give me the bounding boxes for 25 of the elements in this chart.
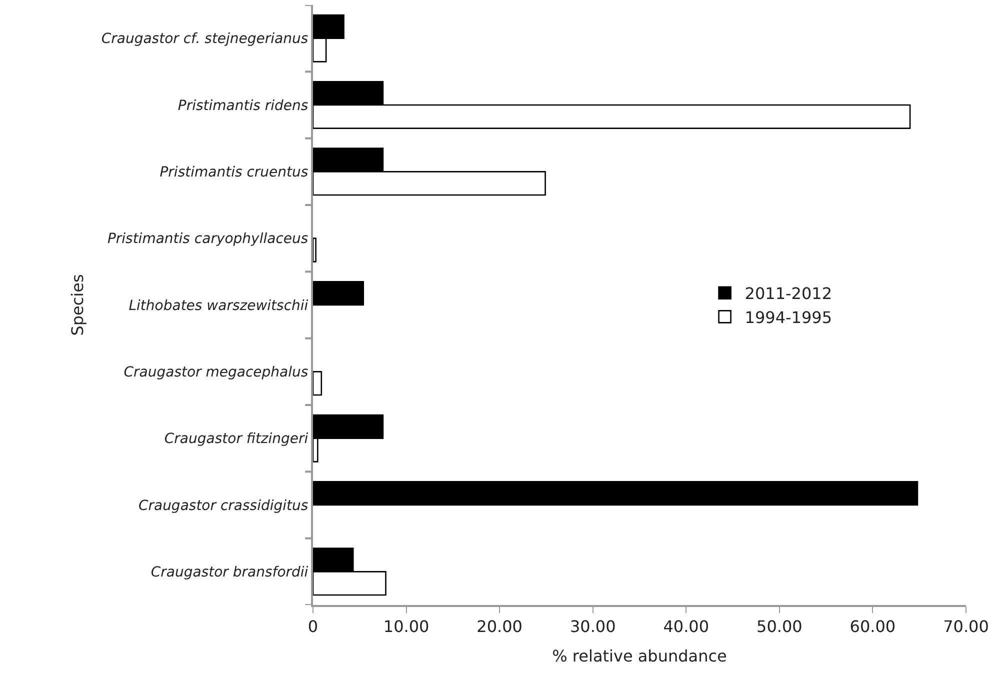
y-axis-title: Species bbox=[68, 274, 87, 336]
y-tick-label: Pristimantis cruentus bbox=[160, 164, 308, 181]
x-tick-label: 0 bbox=[308, 617, 318, 636]
y-tick-label: Craugastor cf. stejnegerianus bbox=[101, 31, 308, 48]
y-tick-label: Craugastor megacephalus bbox=[124, 364, 308, 381]
x-tick-label: 50.00 bbox=[756, 617, 802, 636]
y-tick-label: Pristimantis ridens bbox=[178, 98, 308, 114]
y-tick-label: Lithobates warszewitschii bbox=[128, 298, 308, 314]
bar bbox=[313, 481, 918, 506]
x-tick-label: 30.00 bbox=[570, 617, 616, 636]
bar bbox=[313, 238, 316, 262]
legend-label: 1994-1995 bbox=[744, 308, 832, 327]
x-tick-label: 20.00 bbox=[476, 617, 522, 636]
bar bbox=[313, 371, 322, 396]
x-axis-title: % relative abundance bbox=[552, 646, 727, 666]
bar bbox=[313, 281, 364, 306]
y-tick-label: Craugastor bransfordii bbox=[150, 564, 308, 581]
y-tick-label: Pristimantis caryophyllaceus bbox=[107, 231, 308, 248]
x-tick-label: 70.00 bbox=[943, 617, 989, 636]
y-tick-label: Craugastor fitzingeri bbox=[164, 431, 308, 448]
x-tick-label: 10.00 bbox=[383, 617, 430, 636]
x-tick-label: 60.00 bbox=[850, 617, 896, 636]
y-tick-label: Craugastor crassidigitus bbox=[138, 498, 308, 514]
x-tick-label: 40.00 bbox=[663, 617, 710, 636]
legend-label: 2011-2012 bbox=[744, 284, 832, 304]
